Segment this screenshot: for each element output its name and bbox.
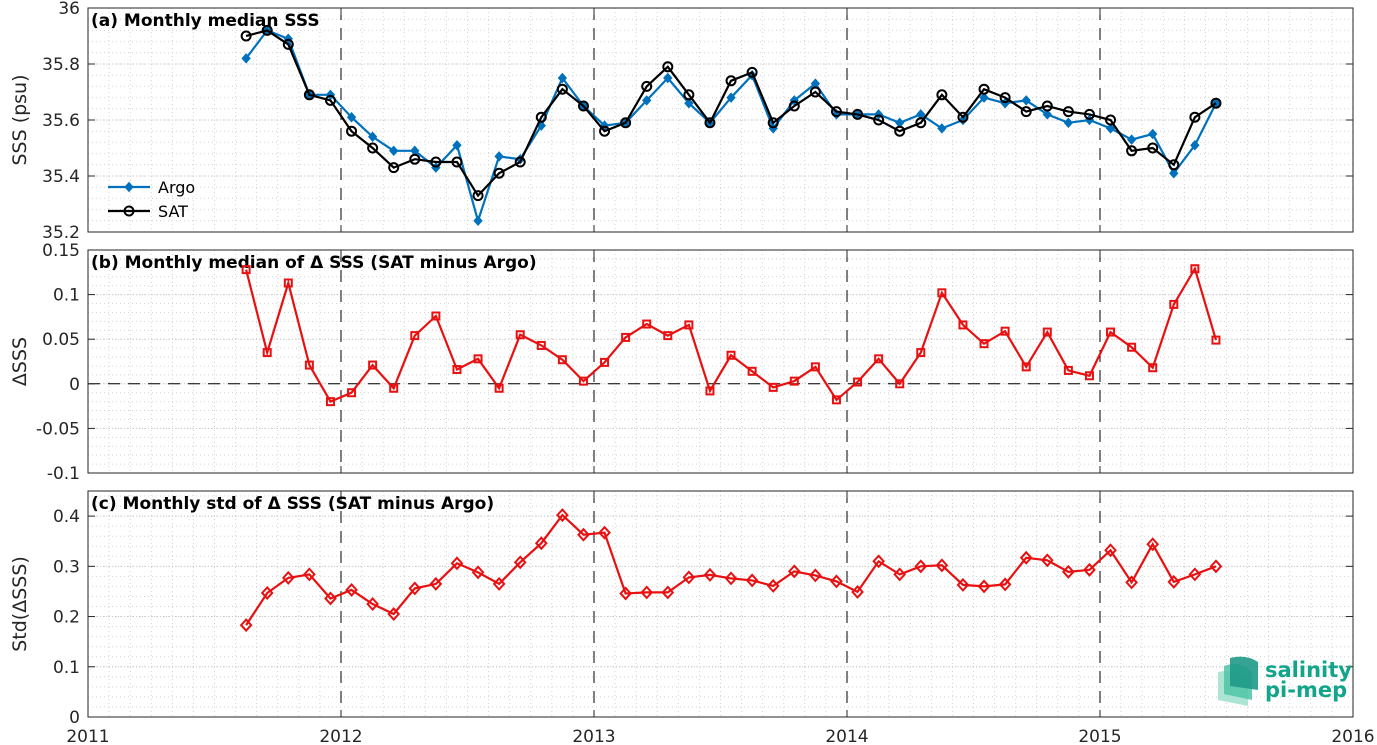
series-sat: [242, 26, 1221, 200]
panel-title: (a) Monthly median SSS: [91, 11, 320, 31]
ticks: 35.2 35.4 35.6 35.8 36 2011 2012 2013 2014 2015 20…: [42, 0, 1374, 745]
y-tick-label: 0.1: [53, 658, 80, 678]
panel-a: 35.2 35.4 35.6 35.8 36 2011 2012 2013 2014 2015 20…: [9, 0, 1375, 745]
y-tick-label: 36: [58, 0, 80, 19]
x-tick-label: 2012: [319, 727, 362, 745]
panel-c: 0 0.1 0.2 0.3 0.4 Std(ΔSSS) (c) Monthly std of…: [9, 491, 1353, 728]
series: [241, 510, 1221, 631]
x-tick-label: 2013: [572, 727, 615, 745]
pi-mep-logo: salinity pi-mep: [1218, 657, 1352, 706]
panel-title: (b) Monthly median of Δ SSS (SAT minus A…: [91, 253, 537, 273]
ticks: 0 0.1 0.2 0.3 0.4: [53, 491, 1353, 728]
x-tick-label: 2016: [1331, 727, 1374, 745]
panel-b: -0.1 -0.05 0 0.05 0.1 0.15 ΔSSS (b) Monthly med…: [9, 241, 1353, 484]
grid: [88, 250, 1353, 473]
y-tick-label: 35.2: [42, 223, 80, 243]
legend-label-sat: SAT: [158, 202, 188, 221]
y-tick-label: -0.1: [47, 464, 80, 484]
grid: [88, 8, 1353, 232]
legend-marker-argo: [125, 183, 133, 192]
x-tick-label: 2014: [825, 727, 868, 745]
figure: 35.2 35.4 35.6 35.8 36 2011 2012 2013 2014 2015 20…: [0, 0, 1377, 745]
x-tick-label: 2015: [1078, 727, 1121, 745]
y-tick-label: -0.05: [36, 419, 80, 439]
y-tick-label: 0.15: [42, 241, 80, 261]
y-axis-label: SSS (psu): [9, 74, 31, 165]
series-argo-point: [1064, 118, 1072, 127]
grid: [88, 491, 1353, 717]
y-axis-label: Std(ΔSSS): [9, 556, 31, 652]
legend-label-argo: Argo: [158, 178, 195, 197]
y-tick-label: 35.8: [42, 55, 80, 75]
x-tick-label: 2011: [66, 727, 109, 745]
y-tick-label: 35.4: [42, 167, 80, 187]
series-argo: [242, 26, 1220, 225]
y-tick-label: 0.2: [53, 608, 80, 628]
y-tick-label: 0.05: [42, 330, 80, 350]
series-argo-point: [474, 216, 482, 225]
axes-frame: [88, 250, 1353, 473]
y-tick-label: 0.3: [53, 557, 80, 577]
logo-line2: pi-mep: [1265, 678, 1347, 702]
y-axis-label: ΔSSS: [9, 337, 31, 386]
panel-title: (c) Monthly std of Δ SSS (SAT minus Argo…: [91, 494, 494, 514]
y-tick-label: 0: [69, 375, 80, 395]
y-tick-label: 0: [69, 708, 80, 728]
y-tick-label: 0.1: [53, 286, 80, 306]
series-line: [246, 269, 1216, 402]
y-tick-label: 35.6: [42, 111, 80, 131]
y-tick-label: 0.4: [53, 507, 80, 527]
salinity-wave-icon: [1218, 657, 1258, 706]
